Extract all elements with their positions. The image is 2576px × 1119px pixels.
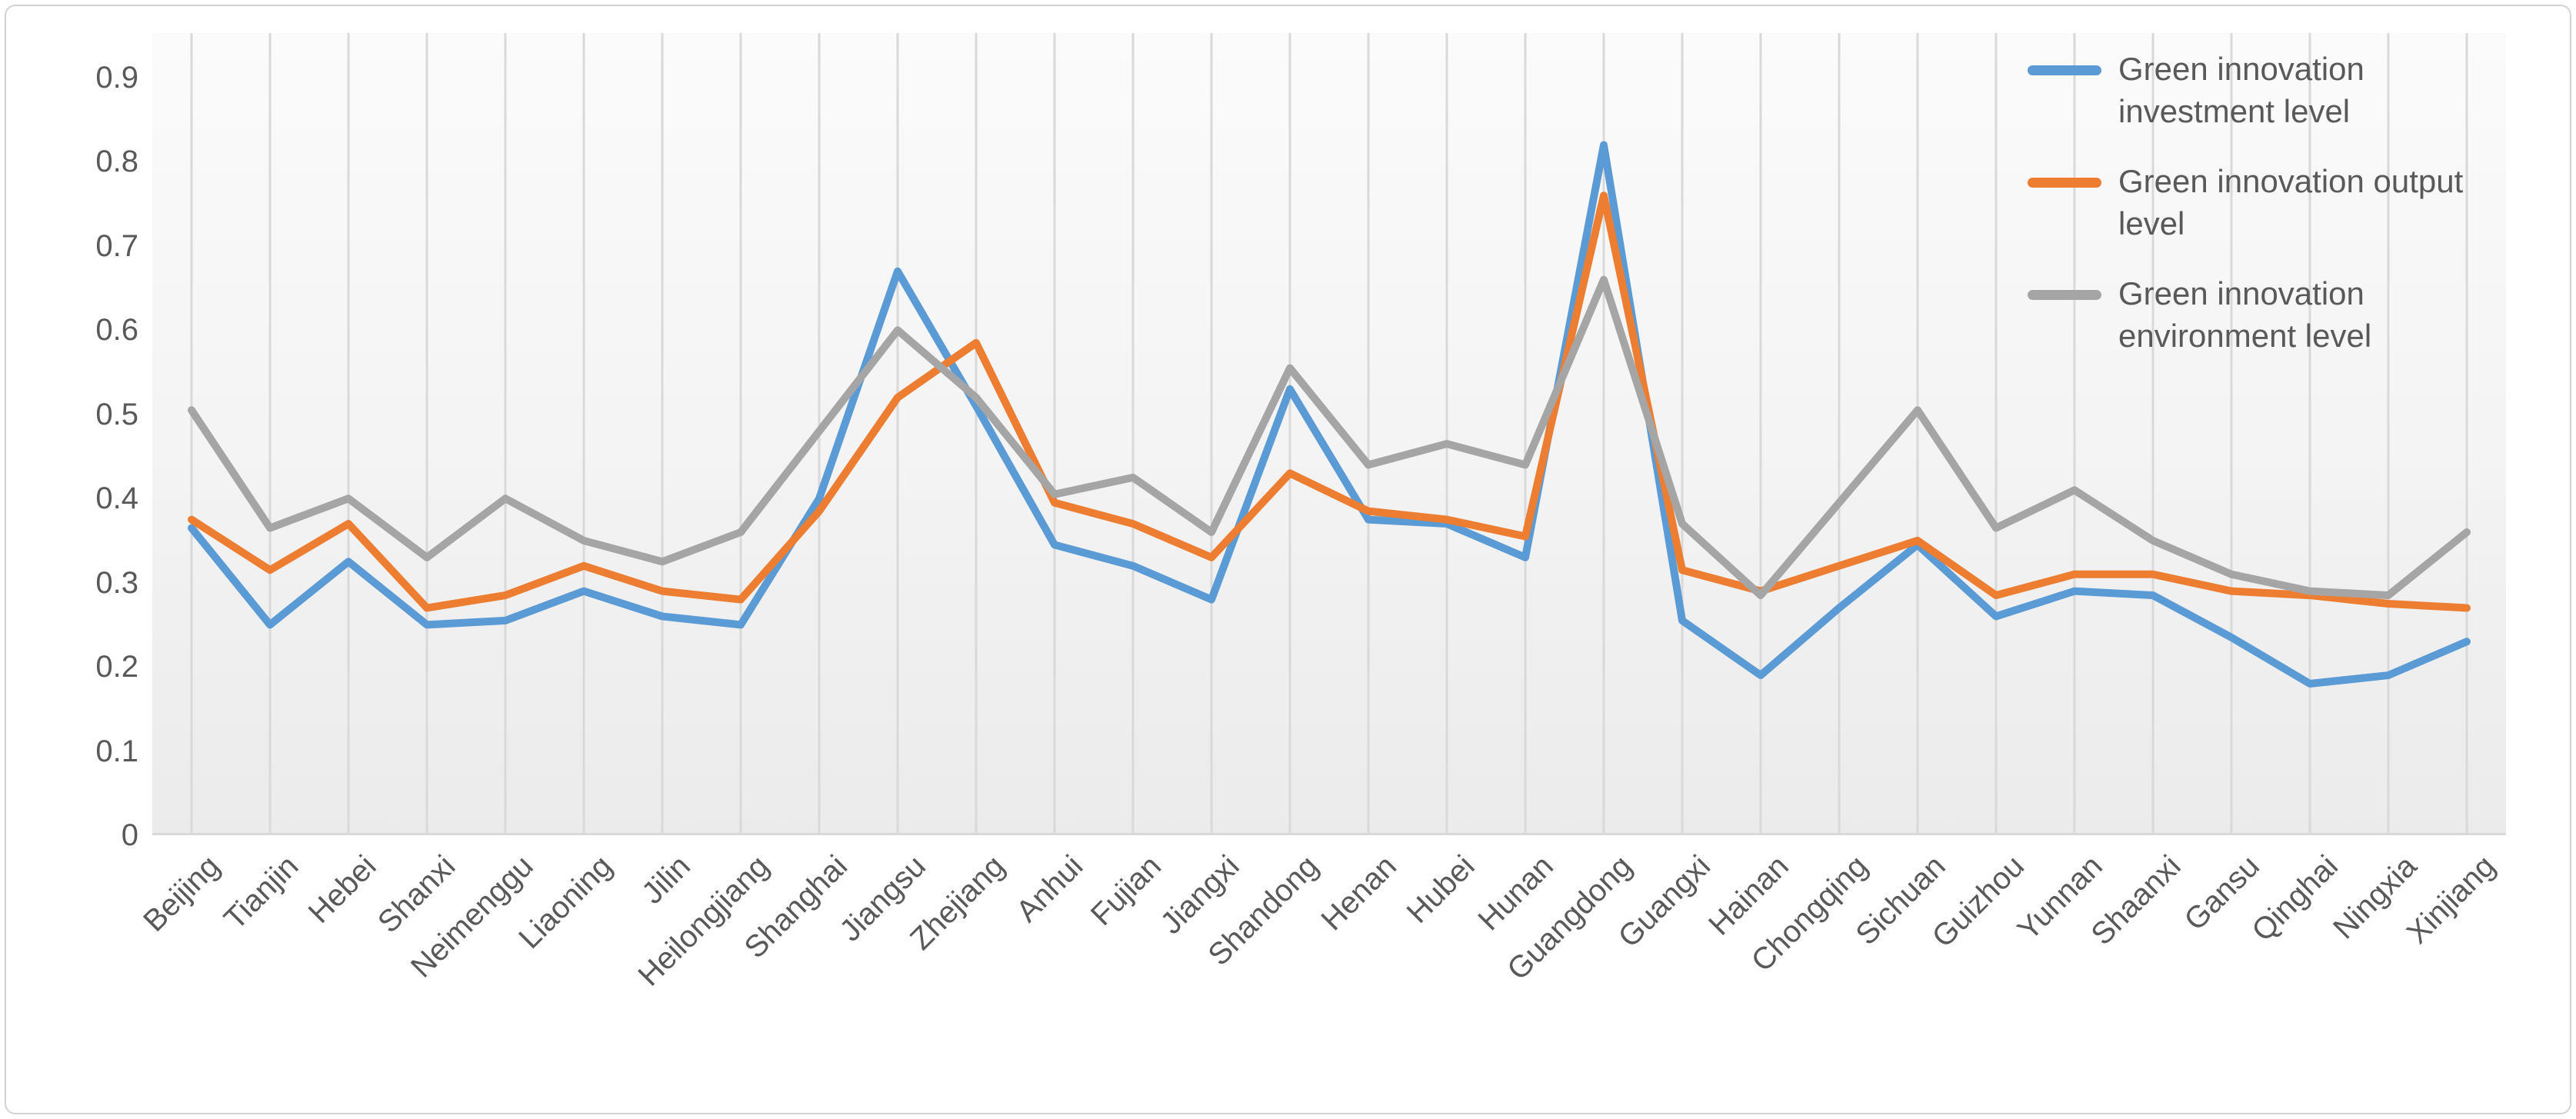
- x-category-label-anhui: Anhui: [1009, 849, 1090, 929]
- y-tick-label-0.2: 0.2: [95, 650, 138, 684]
- legend-label: Green innovation investment level: [2118, 51, 2364, 129]
- y-axis-tick-labels: 0.9 0.8 0.7 0.6 0.5 0.4 0.3 0.2 0.1 0: [6, 6, 138, 1113]
- x-category-label-hubei: Hubei: [1401, 849, 1482, 931]
- series-line-green-innovation-output-level: [188, 191, 2471, 612]
- x-category-label-qinghai: Qinghai: [2245, 849, 2345, 948]
- plot-area-background: [152, 33, 2506, 835]
- line-chart-svg: [152, 33, 2506, 835]
- series-line-green-innovation-environment-level: [188, 275, 2471, 600]
- y-tick-label-0.3: 0.3: [95, 565, 138, 600]
- legend-item: Green innovation investment level: [2028, 48, 2535, 132]
- legend-line-swatch: [2028, 65, 2101, 75]
- legend-label: Green innovation output level: [2118, 163, 2464, 241]
- y-tick-label-0: 0: [121, 818, 138, 852]
- legend-label: Green innovation environment level: [2118, 275, 2372, 354]
- y-tick-label-0.6: 0.6: [95, 313, 138, 348]
- series-lines: [188, 141, 2471, 688]
- series-line-green-innovation-investment-level: [188, 141, 2471, 688]
- legend: Green innovation investment level Green i…: [2028, 48, 2535, 385]
- x-category-label-tianjin: Tianjin: [217, 849, 305, 937]
- x-category-label-beijing: Beijing: [137, 849, 227, 939]
- x-category-label-henan: Henan: [1315, 849, 1404, 937]
- x-category-label-fujian: Fujian: [1084, 849, 1168, 933]
- x-category-label-hebei: Hebei: [302, 849, 384, 931]
- legend-line-swatch: [2028, 178, 2101, 188]
- y-tick-label-0.9: 0.9: [95, 61, 138, 95]
- y-tick-label-0.1: 0.1: [95, 734, 138, 768]
- legend-item: Green innovation environment level: [2028, 272, 2535, 357]
- y-tick-label-0.4: 0.4: [95, 481, 138, 516]
- x-category-label-jilin: Jilin: [635, 849, 698, 911]
- category-gridlines: [190, 33, 2468, 835]
- legend-item: Green innovation output level: [2028, 160, 2535, 245]
- chart-frame: 0.9 0.8 0.7 0.6 0.5 0.4 0.3 0.2 0.1 0 Beijing Tian…: [5, 5, 2571, 1114]
- y-tick-label-0.5: 0.5: [95, 397, 138, 431]
- y-tick-label-0.7: 0.7: [95, 228, 138, 263]
- legend-line-swatch: [2028, 290, 2101, 300]
- y-tick-label-0.8: 0.8: [95, 145, 138, 179]
